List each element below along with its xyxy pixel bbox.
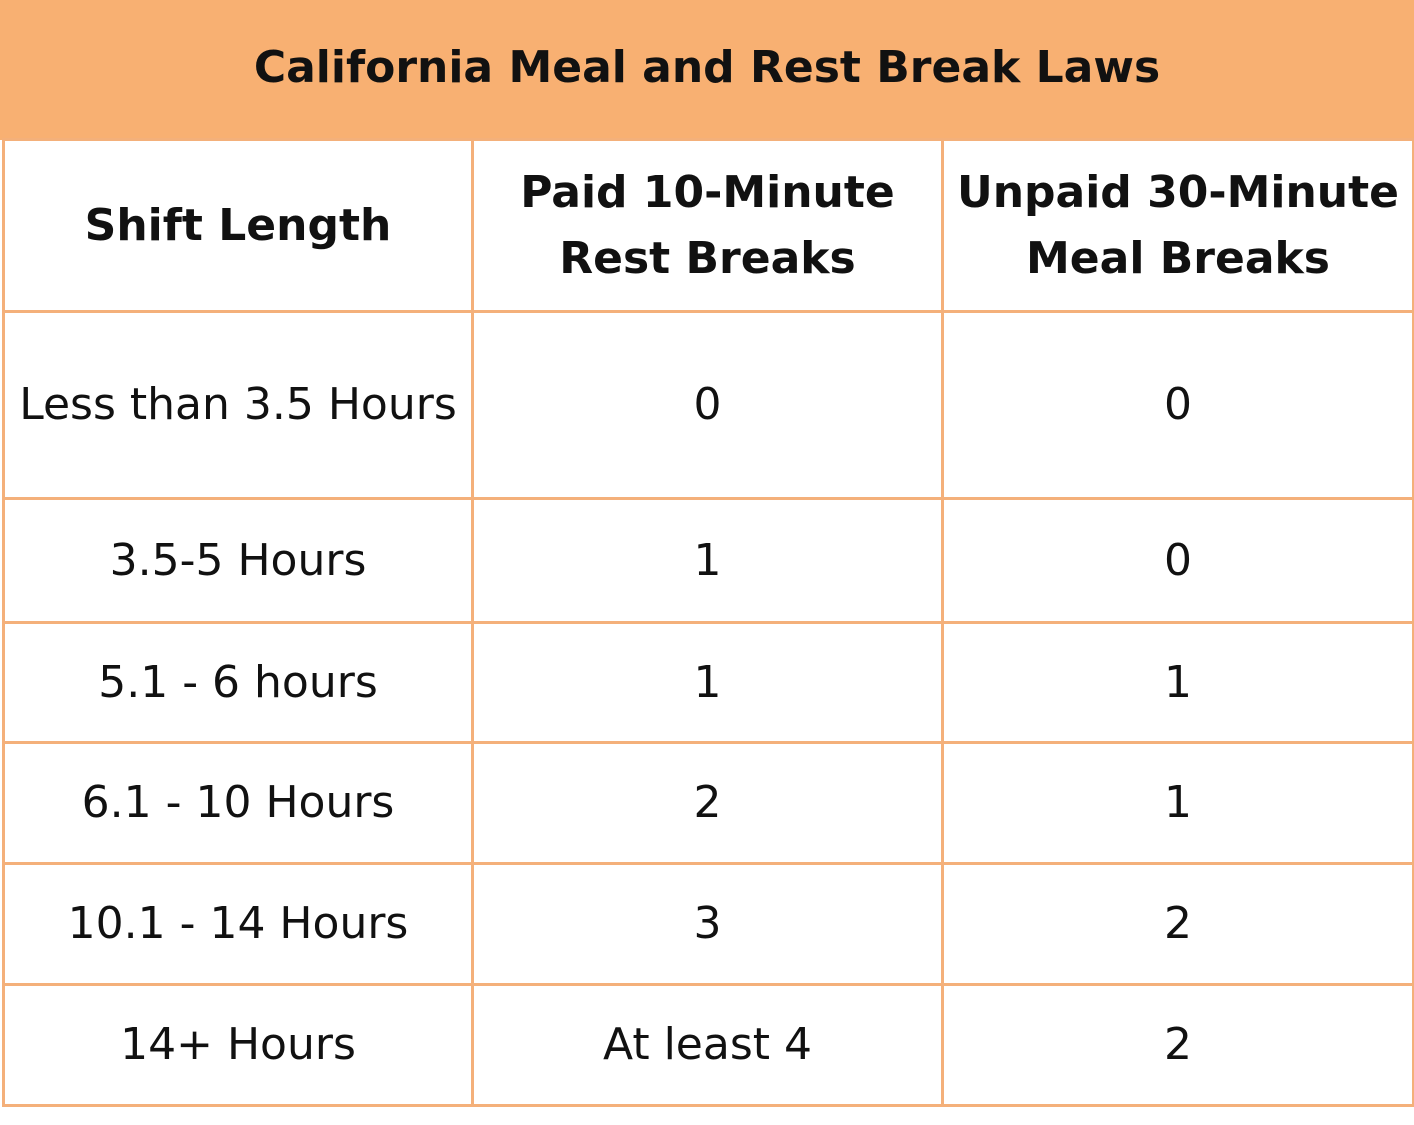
shift-length-cell: 3.5-5 Hours (2, 497, 474, 624)
meal-breaks-cell: 0 (941, 310, 1414, 500)
shift-length-cell: 14+ Hours (2, 983, 474, 1107)
table-row: Less than 3.5 Hours 0 0 (2, 310, 1414, 500)
rest-breaks-cell: 1 (471, 497, 944, 624)
page-title: California Meal and Rest Break Laws (253, 41, 1161, 93)
header-rest-breaks: Paid 10-Minute Rest Breaks (471, 138, 944, 313)
rest-breaks-cell: 3 (471, 862, 944, 986)
break-laws-table: Shift Length Paid 10-Minute Rest Breaks … (2, 138, 1414, 1107)
meal-breaks-cell: 1 (941, 621, 1414, 744)
shift-length-cell: 6.1 - 10 Hours (2, 741, 474, 865)
meal-breaks-cell: 2 (941, 983, 1414, 1107)
meal-breaks-cell: 2 (941, 862, 1414, 986)
shift-length-cell: 5.1 - 6 hours (2, 621, 474, 744)
rest-breaks-cell: 1 (471, 621, 944, 744)
header-shift-length: Shift Length (2, 138, 474, 313)
table-row: 6.1 - 10 Hours 2 1 (2, 741, 1414, 865)
rest-breaks-cell: 0 (471, 310, 944, 500)
rest-breaks-cell: 2 (471, 741, 944, 865)
meal-breaks-cell: 0 (941, 497, 1414, 624)
shift-length-cell: Less than 3.5 Hours (2, 310, 474, 500)
table-row: 14+ Hours At least 4 2 (2, 983, 1414, 1107)
title-banner: California Meal and Rest Break Laws (0, 0, 1414, 140)
header-meal-breaks: Unpaid 30-Minute Meal Breaks (941, 138, 1414, 313)
table-row: 3.5-5 Hours 1 0 (2, 497, 1414, 624)
meal-breaks-cell: 1 (941, 741, 1414, 865)
shift-length-cell: 10.1 - 14 Hours (2, 862, 474, 986)
table-row: 10.1 - 14 Hours 3 2 (2, 862, 1414, 986)
table-header-row: Shift Length Paid 10-Minute Rest Breaks … (2, 138, 1414, 313)
rest-breaks-cell: At least 4 (471, 983, 944, 1107)
table-row: 5.1 - 6 hours 1 1 (2, 621, 1414, 744)
